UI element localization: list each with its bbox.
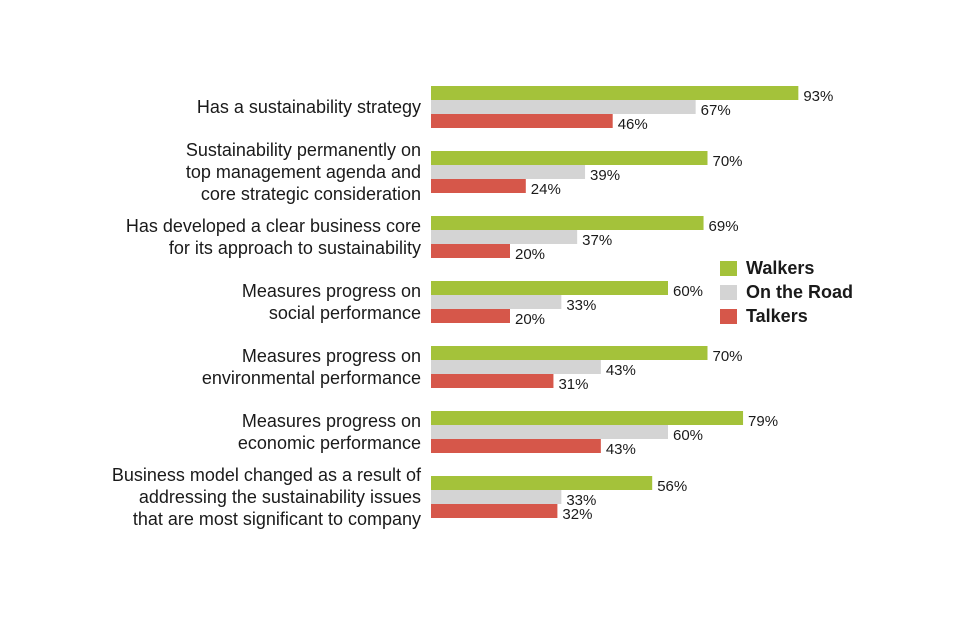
- data-label: 31%: [558, 376, 588, 393]
- category-label: Measures progress on economic performance: [238, 410, 421, 454]
- data-label: 33%: [566, 297, 596, 314]
- category-label-line: Sustainability permanently on: [185, 140, 421, 160]
- bar-talkers: [431, 179, 526, 193]
- bar-on-the-road: [431, 230, 578, 244]
- category-label-line: economic performance: [237, 433, 421, 453]
- data-label: 43%: [606, 441, 636, 458]
- bar-walkers: [431, 476, 653, 490]
- category-label-line: Has developed a clear business core: [125, 216, 421, 236]
- category-label: Has a sustainability strategy: [197, 96, 421, 118]
- bar-talkers: [431, 439, 601, 453]
- category-label-line: addressing the sustainability issues: [138, 487, 421, 507]
- category-label: Sustainability permanently on top managem…: [186, 139, 421, 205]
- data-label: 67%: [701, 102, 731, 119]
- category-label: Measures progress on social performance: [242, 280, 421, 324]
- category-label-line: core strategic consideration: [200, 184, 421, 204]
- bar-walkers: [431, 411, 744, 425]
- data-label: 33%: [566, 492, 596, 509]
- data-label: 46%: [618, 116, 648, 133]
- category-label-line: Measures progress on: [241, 346, 421, 366]
- category-label-line: Business model changed as a result of: [111, 465, 421, 485]
- data-label: 37%: [582, 232, 612, 249]
- data-label: 43%: [606, 362, 636, 379]
- category-label: Business model changed as a result of add…: [112, 464, 421, 530]
- bar-on-the-road: [431, 165, 586, 179]
- bar-walkers: [431, 86, 799, 100]
- data-label: 70%: [713, 153, 743, 170]
- bar-talkers: [431, 309, 510, 323]
- data-label: 20%: [515, 311, 545, 328]
- bar-talkers: [431, 114, 613, 128]
- data-label: 32%: [562, 506, 592, 523]
- bar-walkers: [431, 216, 704, 230]
- data-label: 60%: [673, 427, 703, 444]
- category-label-line: environmental performance: [201, 368, 421, 388]
- legend-item-walkers: Walkers: [720, 256, 853, 280]
- bar-on-the-road: [431, 425, 668, 439]
- legend-swatch-walkers: [720, 260, 737, 276]
- legend-label-talkers: Talkers: [746, 305, 808, 326]
- category-label-line: Has a sustainability strategy: [196, 97, 421, 117]
- data-label: 56%: [657, 478, 687, 495]
- category-label: Has developed a clear business core for i…: [126, 215, 421, 259]
- bar-walkers: [431, 346, 708, 360]
- bar-talkers: [431, 504, 558, 518]
- data-label: 60%: [673, 283, 703, 300]
- category-label-line: that are most significant to company: [132, 509, 421, 529]
- legend-item-on-the-road: On the Road: [720, 280, 853, 304]
- data-label: 79%: [748, 413, 778, 430]
- legend: Walkers On the Road Talkers: [720, 256, 853, 328]
- bar-walkers: [431, 151, 708, 165]
- bar-on-the-road: [431, 295, 562, 309]
- bar-talkers: [431, 244, 510, 258]
- legend-swatch-on-the-road: [720, 284, 737, 300]
- bar-walkers: [431, 281, 668, 295]
- category-label: Measures progress on environmental perfor…: [202, 345, 421, 389]
- legend-swatch-talkers: [720, 308, 737, 324]
- data-label: 24%: [531, 181, 561, 198]
- category-label-line: top management agenda and: [185, 162, 421, 182]
- category-label-line: social performance: [268, 303, 421, 323]
- data-label: 20%: [515, 246, 545, 263]
- category-label-line: Measures progress on: [241, 281, 421, 301]
- data-label: 93%: [803, 88, 833, 105]
- bar-talkers: [431, 374, 554, 388]
- data-label: 69%: [709, 218, 739, 235]
- data-label: 39%: [590, 167, 620, 184]
- category-label-line: for its approach to sustainability: [168, 238, 421, 258]
- bar-on-the-road: [431, 360, 601, 374]
- legend-item-talkers: Talkers: [720, 304, 853, 328]
- bar-on-the-road: [431, 100, 696, 114]
- legend-label-on-the-road: On the Road: [746, 281, 853, 302]
- data-label: 70%: [713, 348, 743, 365]
- legend-label-walkers: Walkers: [746, 257, 815, 278]
- category-label-line: Measures progress on: [241, 411, 421, 431]
- bar-on-the-road: [431, 490, 562, 504]
